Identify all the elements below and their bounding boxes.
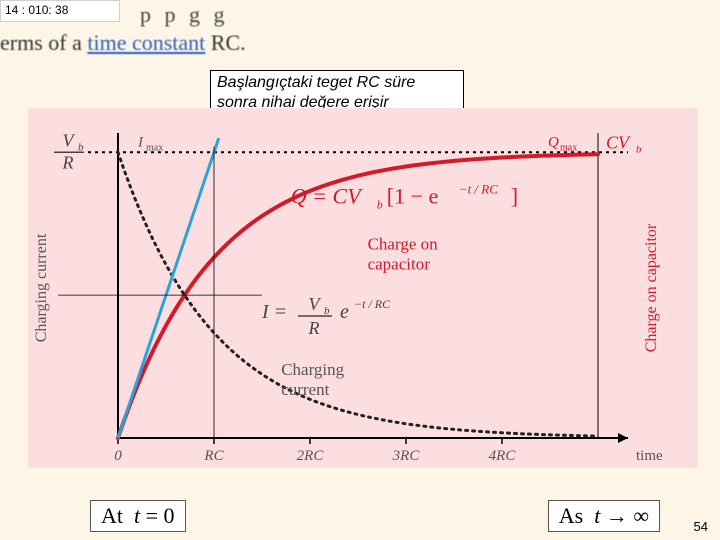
svg-text:R: R xyxy=(62,152,74,172)
svg-text:CV: CV xyxy=(606,132,631,152)
annotation-line1: Başlangıçtaki teget RC süre xyxy=(217,73,457,93)
time-constant-link[interactable]: time constant xyxy=(87,30,205,55)
bottom-right-box: As t → ∞ xyxy=(548,500,660,532)
slide: 14 : 010: 38 p p g g erms of a time cons… xyxy=(0,0,720,540)
svg-text:RC: RC xyxy=(203,448,224,464)
svg-text:e: e xyxy=(340,301,349,323)
svg-text:Charge on capacitor: Charge on capacitor xyxy=(643,223,660,352)
svg-text:I =: I = xyxy=(261,301,287,323)
svg-text:b: b xyxy=(324,305,330,317)
bottom-left-text: At t = 0 xyxy=(101,503,175,528)
bottom-right-text: As t → ∞ xyxy=(559,503,649,528)
header-line2-prefix: erms of a xyxy=(0,30,87,55)
header-line2-suffix: RC. xyxy=(205,30,245,55)
svg-text:capacitor: capacitor xyxy=(368,254,431,273)
svg-text:0: 0 xyxy=(114,448,122,464)
header-line2: erms of a time constant RC. xyxy=(0,30,720,56)
page-number: 54 xyxy=(694,519,708,534)
svg-text:b: b xyxy=(636,143,642,155)
svg-text:b: b xyxy=(78,141,84,153)
svg-text:]: ] xyxy=(511,184,518,209)
svg-text:Charging current: Charging current xyxy=(33,233,50,342)
header-fragment-line1: p p g g xyxy=(0,2,720,28)
rc-chart: 0 RC 2RC 3RC 4RC time Charging current Charge o… xyxy=(28,108,698,488)
svg-text:Q: Q xyxy=(548,134,559,150)
bottom-left-box: At t = 0 xyxy=(90,500,186,532)
svg-text:b: b xyxy=(377,198,383,212)
rc-chart-svg: 0 RC 2RC 3RC 4RC time Charging current Charge o… xyxy=(28,108,698,488)
svg-text:Charge on: Charge on xyxy=(368,234,439,253)
svg-text:current: current xyxy=(281,380,329,399)
svg-text:R: R xyxy=(308,318,320,338)
svg-text:2RC: 2RC xyxy=(297,448,325,464)
svg-text:−t / RC: −t / RC xyxy=(459,182,498,197)
svg-text:−t / RC: −t / RC xyxy=(354,297,391,311)
header-text: p p g g erms of a time constant RC. xyxy=(0,2,720,56)
svg-text:[1 − e: [1 − e xyxy=(387,184,439,209)
svg-text:I: I xyxy=(137,134,144,150)
svg-text:max: max xyxy=(560,142,577,153)
svg-text:time: time xyxy=(636,448,663,464)
svg-text:3RC: 3RC xyxy=(392,448,421,464)
svg-text:max: max xyxy=(146,142,163,153)
svg-text:Q = CV: Q = CV xyxy=(291,184,363,209)
svg-text:Charging: Charging xyxy=(281,360,344,379)
svg-text:4RC: 4RC xyxy=(489,448,517,464)
